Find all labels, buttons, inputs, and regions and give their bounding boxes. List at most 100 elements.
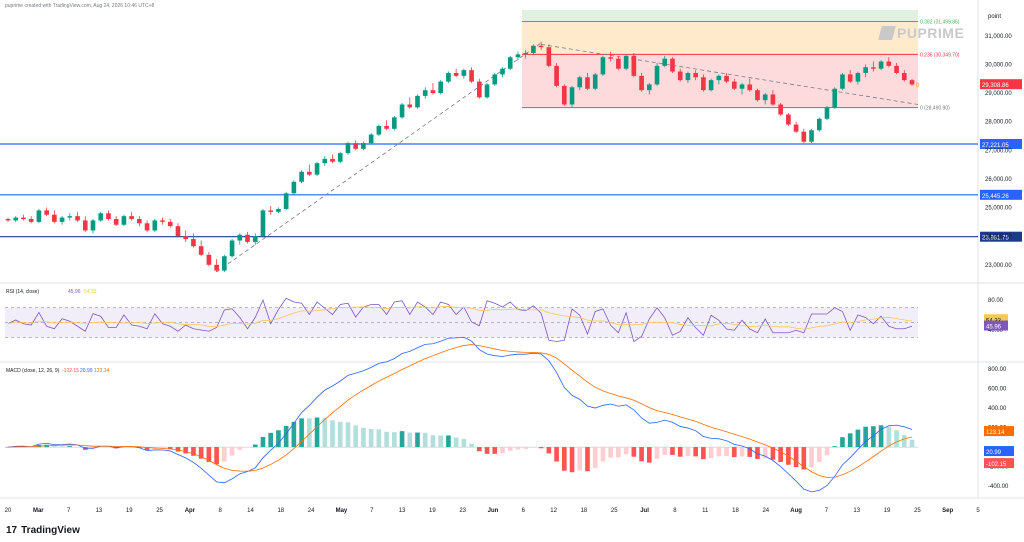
macd-value-tag-label: 123.14 xyxy=(986,430,1005,436)
candle-body xyxy=(747,84,753,91)
candle-body xyxy=(222,256,227,271)
macd-histogram-bar xyxy=(523,447,528,449)
candle-body xyxy=(731,81,737,89)
candle-body xyxy=(855,72,861,82)
candle-body xyxy=(677,71,683,81)
time-axis-tick: 18 xyxy=(581,508,588,514)
level-price-label: 25,445.26 xyxy=(982,194,1009,200)
candle-body xyxy=(801,131,807,142)
rsi-axis-tick: 40.00 xyxy=(988,328,1004,334)
macd-histogram-bar xyxy=(801,447,807,470)
macd-header-hist: -102.15 xyxy=(62,368,79,374)
time-axis-tick: 8 xyxy=(219,508,223,514)
macd-histogram-bar xyxy=(415,432,420,448)
created-by-text: puprime created with TradingView.com, Au… xyxy=(5,3,155,9)
candle-body xyxy=(608,57,613,59)
macd-histogram-bar xyxy=(515,447,521,450)
candle-body xyxy=(52,214,57,222)
macd-histogram-bar xyxy=(585,447,590,472)
rsi-value-tag xyxy=(984,320,1008,331)
fib-zone-top xyxy=(522,10,918,22)
candle-body xyxy=(44,210,49,215)
candle-body xyxy=(546,47,552,66)
macd-histogram-bar xyxy=(878,425,884,448)
rsi-label: RSI (14, close) xyxy=(6,289,39,295)
price-axis-tick: 27,000.00 xyxy=(985,148,1012,154)
candle-body xyxy=(129,216,134,220)
candle-body xyxy=(515,54,521,58)
time-axis-tick: 5 xyxy=(976,508,980,514)
candle-body xyxy=(337,153,343,162)
macd-label: MACD (close, 12, 26, 9) xyxy=(6,368,60,374)
macd-histogram-bar xyxy=(832,446,838,448)
macd-axis-tick: 600.00 xyxy=(988,386,1007,392)
macd-histogram-bar xyxy=(600,447,606,462)
price-axis-tick: 23,000.00 xyxy=(985,263,1012,269)
macd-histogram-bar xyxy=(183,447,189,454)
candle-body xyxy=(361,143,366,149)
macd-histogram-bar xyxy=(160,447,165,449)
candle-body xyxy=(59,217,65,222)
price-axis-tick: 29,000.00 xyxy=(985,91,1012,97)
time-axis-tick: 13 xyxy=(853,508,860,514)
macd-histogram-bar xyxy=(75,447,80,448)
macd-histogram-bar xyxy=(747,447,753,457)
time-axis-tick: 7 xyxy=(370,508,374,514)
macd-histogram-bar xyxy=(608,447,613,458)
time-axis-tick: 12 xyxy=(550,508,557,514)
current-price-tag xyxy=(980,79,1022,90)
candle-body xyxy=(268,210,274,212)
macd-histogram-bar xyxy=(469,443,474,448)
macd-histogram-bar xyxy=(901,435,907,448)
candle-body xyxy=(121,216,127,225)
candle-body xyxy=(430,90,436,94)
candle-body xyxy=(531,45,536,53)
candle-body xyxy=(507,57,513,69)
macd-pane: MACD (close, 12, 26, 9) -102.15 20.99 123.1… xyxy=(5,336,918,493)
macd-histogram-bar xyxy=(67,446,73,448)
macd-histogram-bar xyxy=(824,447,830,456)
rsi-ma-line xyxy=(7,306,913,330)
brand-name: TradingView xyxy=(21,525,80,536)
candle-body xyxy=(901,72,907,81)
candle-body xyxy=(183,236,189,240)
candle-body xyxy=(623,55,629,69)
candle-body xyxy=(453,72,459,76)
macd-histogram-bar xyxy=(739,447,745,457)
price-axis-tick: 28,000.00 xyxy=(985,120,1012,126)
macd-histogram-bar xyxy=(453,437,459,448)
time-axis-tick: 8 xyxy=(673,508,677,514)
candle-body xyxy=(577,77,583,88)
candle-body xyxy=(407,104,413,108)
macd-value-tag-label: -102.15 xyxy=(986,462,1007,468)
macd-histogram-bar xyxy=(191,447,196,456)
candle-body xyxy=(662,58,668,66)
macd-histogram-bar xyxy=(546,447,552,454)
candle-body xyxy=(816,118,822,131)
candle-body xyxy=(252,236,258,242)
time-axis-tick: 18 xyxy=(277,508,284,514)
candle-body xyxy=(276,208,281,212)
macd-histogram-bar xyxy=(361,427,366,448)
macd-histogram-bar xyxy=(484,447,490,454)
time-axis-tick: 7 xyxy=(825,508,829,514)
candle-body xyxy=(98,213,104,221)
candle-body xyxy=(283,193,289,209)
macd-histogram-bar xyxy=(129,447,134,448)
candle-body xyxy=(446,72,451,82)
time-axis-tick: Aug xyxy=(790,508,802,514)
time-axis-tick: 24 xyxy=(308,508,315,514)
macd-line xyxy=(7,336,913,493)
fib-level-label: 0 (28,490.90) xyxy=(920,106,950,112)
macd-histogram-bar xyxy=(438,435,444,448)
candle-body xyxy=(415,95,420,108)
macd-histogram-bar xyxy=(894,430,899,448)
candlestick-series xyxy=(5,41,915,272)
candle-body xyxy=(198,246,204,255)
macd-value-tag xyxy=(984,458,1014,469)
macd-header-signal: 123.14 xyxy=(94,368,110,374)
macd-histogram-bar xyxy=(28,447,34,448)
tradingview-brand[interactable]: 17 TradingView xyxy=(6,525,80,536)
macd-histogram-bar xyxy=(322,417,328,448)
candle-body xyxy=(778,104,783,115)
